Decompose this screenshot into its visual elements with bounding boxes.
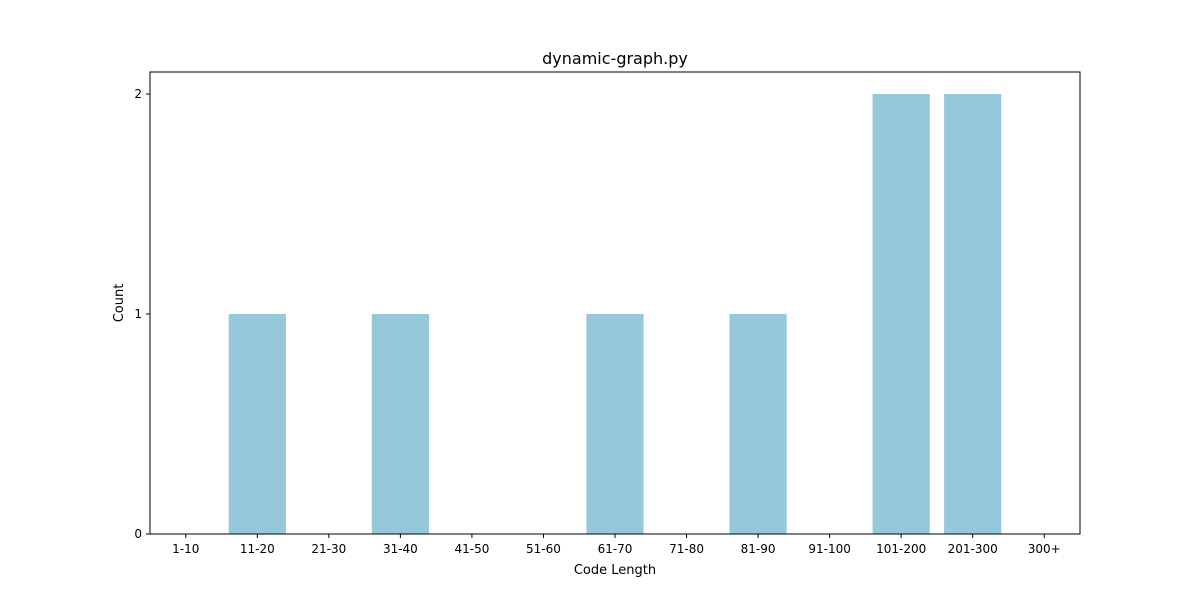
bar-101-200 [872,94,930,534]
x-tick-label: 31-40 [383,542,418,556]
y-axis-label: Count [112,284,127,323]
x-tick-label: 11-20 [240,542,275,556]
y-tick-label: 2 [134,87,142,101]
x-tick-label: 201-300 [948,542,998,556]
bar-201-300 [944,94,1002,534]
x-tick-label: 91-100 [808,542,851,556]
bar-81-90 [729,314,787,534]
x-tick-label: 61-70 [598,542,633,556]
y-tick-label: 0 [134,527,142,541]
x-tick-label: 1-10 [172,542,199,556]
x-tick-label: 81-90 [741,542,776,556]
x-axis-label: Code Length [574,563,656,578]
bar-61-70 [586,314,644,534]
x-tick-label: 71-80 [669,542,704,556]
y-tick-label: 1 [134,307,142,321]
x-tick-label: 101-200 [876,542,926,556]
bar-31-40 [371,314,429,534]
x-tick-label: 300+ [1028,542,1061,556]
bar-11-20 [228,314,286,534]
y-axis: 0 1 2 [134,87,150,541]
x-tick-label: 21-30 [311,542,346,556]
bars-group [228,94,1002,534]
x-axis: 1-10 11-20 21-30 31-40 41-50 51-60 61-70 71-80 8… [172,534,1061,556]
x-tick-label: 41-50 [454,542,489,556]
chart-title: dynamic-graph.py [542,49,688,68]
x-tick-label: 51-60 [526,542,561,556]
